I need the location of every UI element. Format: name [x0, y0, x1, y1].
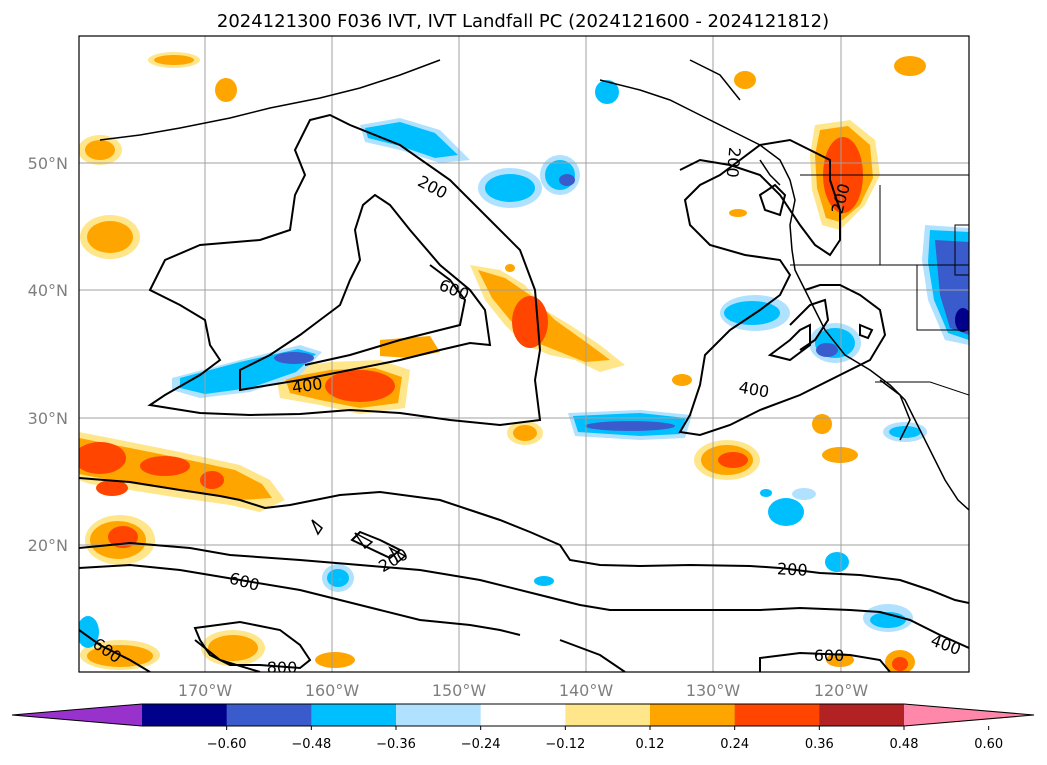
political-borders	[790, 174, 969, 396]
colorbar-tick-label: −0.48	[291, 737, 331, 752]
lon-label: 150°W	[432, 681, 487, 700]
colorbar-segment	[819, 704, 905, 726]
colorbar-extend-max	[904, 704, 1034, 726]
lat-label: 50°N	[28, 154, 68, 173]
contour-label: 600	[814, 646, 845, 665]
colorbar-segment	[565, 704, 651, 726]
map-frame	[78, 35, 970, 673]
colorbar-tick-label: 0.48	[890, 737, 919, 752]
map-panel: 200 600 400 200 400 200 600 200 400 600 …	[78, 35, 970, 677]
colorbar-tick-label: −0.24	[461, 737, 501, 752]
colorbar-tick-label: −0.60	[207, 737, 247, 752]
colorbar-segment	[650, 704, 736, 726]
latitude-labels: 50°N 40°N 30°N 20°N	[28, 154, 68, 555]
ivt-contours	[79, 113, 969, 672]
colorbar: −0.60 −0.48 −0.36 −0.24 −0.12 0.12 0.24 0.36 0.4…	[11, 703, 1035, 752]
colorbar-segment	[142, 704, 228, 726]
colorbar-segment	[396, 704, 482, 726]
colorbar-outline	[11, 703, 1035, 727]
colorbar-tick-label: 0.12	[636, 737, 665, 752]
colorbar-segment	[480, 704, 566, 726]
colorbar-tick-label: 0.36	[805, 737, 834, 752]
contour-label: 400	[291, 374, 324, 397]
longitude-labels: 170°W 160°W 150°W 140°W 130°W 120°W	[178, 681, 869, 700]
negative-pc-shading	[79, 80, 969, 648]
lat-label: 40°N	[28, 281, 68, 300]
colorbar-tick-label: −0.36	[376, 737, 416, 752]
colorbar-segment	[226, 704, 312, 726]
graticule	[79, 36, 969, 672]
lat-label: 30°N	[28, 409, 68, 428]
contour-label: 200	[723, 146, 745, 178]
colorbar-tick-label: 0.60	[974, 737, 1003, 752]
lon-label: 140°W	[559, 681, 614, 700]
lon-label: 160°W	[305, 681, 360, 700]
colorbar-tick-label: −0.12	[545, 737, 585, 752]
colorbar-segment	[734, 704, 820, 726]
lon-label: 120°W	[814, 681, 869, 700]
colorbar-extend-min	[12, 704, 142, 726]
lat-label: 20°N	[28, 536, 68, 555]
lon-label: 130°W	[686, 681, 741, 700]
contour-label: 800	[267, 658, 298, 677]
contour-label: 200	[777, 559, 808, 580]
figure-title: 2024121300 F036 IVT, IVT Landfall PC (20…	[217, 11, 829, 32]
colorbar-segment	[311, 704, 397, 726]
colorbar-tick-label: 0.24	[720, 737, 749, 752]
lon-label: 170°W	[178, 681, 233, 700]
